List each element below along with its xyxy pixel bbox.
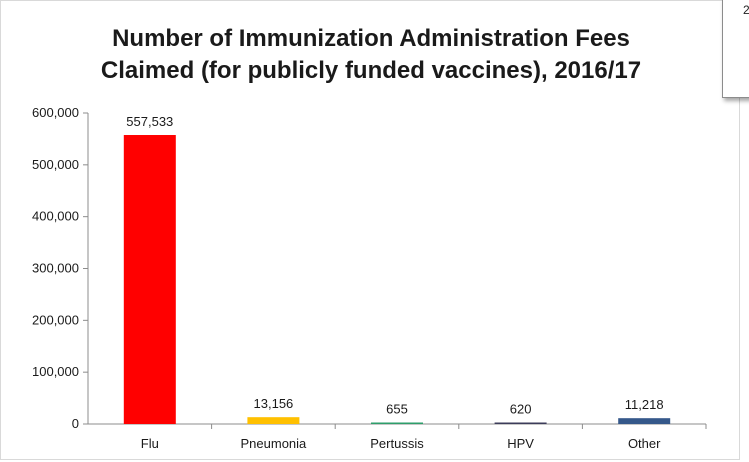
chart-title-line-2: Claimed (for publicly funded vaccines), … (100, 57, 642, 84)
bar-pertussis (371, 422, 423, 424)
y-tick-label: 600,000 (32, 105, 79, 120)
callout-box: 2 (722, 0, 749, 98)
y-tick-label: 400,000 (32, 209, 79, 224)
bar-pneumonia (247, 417, 300, 424)
y-tick-label: 300,000 (32, 261, 79, 276)
y-tick-label: 100,000 (32, 364, 79, 379)
bar-flu (123, 135, 176, 424)
chart-title-line-1: Number of Immunization Administration Fe… (112, 25, 630, 52)
y-tick-label: 0 (72, 416, 79, 431)
callout-text: 2 (743, 3, 749, 17)
data-label-flu: 557,533 (126, 114, 173, 129)
bar-hpv (494, 422, 547, 424)
x-tick-label-flu: Flu (141, 436, 159, 451)
y-tick-label: 500,000 (32, 157, 79, 172)
data-label-hpv: 620 (510, 402, 532, 417)
x-tick-label-pneumonia: Pneumonia (241, 436, 308, 451)
y-tick-label: 200,000 (32, 312, 79, 327)
data-label-other: 11,218 (625, 397, 664, 412)
x-tick-label-hpv: HPV (507, 436, 534, 451)
data-label-pertussis: 655 (386, 402, 408, 417)
bar-other (618, 418, 671, 424)
x-tick-label-other: Other (628, 436, 661, 451)
chart-title: Number of Immunization Administration Fe… (41, 23, 701, 87)
data-label-pneumonia: 13,156 (254, 396, 294, 411)
x-tick-label-pertussis: Pertussis (370, 436, 424, 451)
